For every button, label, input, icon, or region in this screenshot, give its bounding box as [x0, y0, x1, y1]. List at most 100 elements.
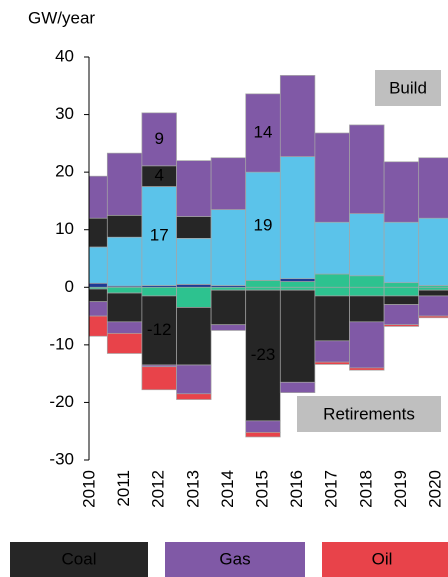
- bars: [89, 75, 448, 438]
- annotation: Retirements: [323, 404, 415, 423]
- bar-segment: [279, 278, 316, 282]
- bar-segment: [383, 295, 420, 305]
- bar-segment: [314, 295, 350, 342]
- bar-segment: [210, 157, 247, 210]
- bar-segment: [279, 75, 316, 157]
- bar-segment: [89, 175, 108, 219]
- bar-segment: [176, 286, 212, 308]
- bar-segment: [418, 217, 448, 286]
- y-tick-label: -10: [49, 334, 74, 353]
- bar-segment: [245, 280, 281, 288]
- x-tick-label: 2017: [322, 470, 341, 508]
- bar-segment: [141, 186, 177, 286]
- bar-segment: [89, 217, 108, 248]
- bar-segment: [349, 213, 385, 277]
- legend-swatch: [10, 542, 148, 577]
- bar-segment: [383, 304, 420, 326]
- value-label: 19: [254, 216, 273, 235]
- bar-segment: [314, 361, 350, 365]
- y-tick-label: 10: [55, 219, 74, 238]
- legend-label: Oil: [372, 549, 393, 568]
- x-tick-label: 2011: [114, 470, 133, 507]
- bar-segment: [279, 286, 316, 291]
- bar-segment: [383, 221, 420, 284]
- bar-segment: [349, 367, 385, 371]
- value-label: 9: [154, 129, 163, 148]
- x-tick-label: 2014: [218, 470, 237, 508]
- bar-segment: [89, 288, 108, 303]
- bar-segment: [176, 364, 212, 395]
- bar-segment: [89, 315, 108, 337]
- bar-segment: [418, 295, 448, 317]
- x-tick-label: 2013: [183, 470, 202, 508]
- bar-segment: [106, 321, 143, 334]
- bar-segment: [279, 289, 316, 383]
- bar-segment: [106, 214, 143, 238]
- bar-segment: [176, 284, 212, 288]
- x-tick-label: 2020: [425, 470, 444, 508]
- bar-segment: [349, 275, 385, 288]
- bar-segment: [106, 236, 143, 287]
- bar-segment: [314, 340, 350, 363]
- bar-segment: [314, 132, 350, 223]
- bar-segment: [210, 289, 247, 326]
- bar-segment: [106, 332, 143, 354]
- bar-segment: [279, 281, 316, 288]
- bar-segment: [349, 124, 385, 214]
- bar-segment: [176, 393, 212, 400]
- bar-segment: [210, 286, 247, 291]
- bar-segment: [245, 93, 281, 173]
- annotation-box: [375, 70, 441, 106]
- value-label: -23: [251, 345, 276, 364]
- bar-segment: [245, 432, 281, 438]
- y-tick-label: -30: [49, 449, 74, 468]
- legend-label: Coal: [62, 549, 97, 568]
- legend-label: Gas: [219, 549, 250, 568]
- bar-segment: [89, 301, 108, 317]
- bar-segment: [314, 273, 350, 288]
- bar-segment: [383, 161, 420, 223]
- bar-segment: [141, 112, 177, 167]
- bar-segment: [279, 156, 316, 280]
- bar-segment: [418, 157, 448, 219]
- x-tick-label: 2010: [79, 470, 98, 508]
- bar-segment: [349, 286, 385, 297]
- bar-segment: [176, 216, 212, 239]
- x-tick-label: 2019: [391, 470, 410, 508]
- annotation: Build: [389, 78, 427, 97]
- bar-segment: [141, 366, 177, 391]
- bar-segment: [106, 292, 143, 323]
- bar-segment: [418, 315, 448, 319]
- y-tick-label: 40: [55, 46, 74, 65]
- bar-segment: [349, 321, 385, 369]
- bar-segment: [141, 295, 177, 366]
- bar-segment: [245, 420, 281, 433]
- bar-segment: [279, 381, 316, 393]
- bar-segment: [383, 286, 420, 297]
- y-tick-label: 0: [65, 277, 74, 296]
- legend-swatch: [165, 542, 305, 577]
- value-label: 14: [254, 122, 273, 141]
- x-tick-label: 2018: [356, 470, 375, 508]
- bar-segment: [106, 152, 143, 216]
- y-tick-label: 20: [55, 162, 74, 181]
- bar-segment: [106, 286, 143, 294]
- bar-segment: [418, 286, 448, 291]
- value-label: 4: [154, 166, 163, 185]
- y-tick-label: -20: [49, 392, 74, 411]
- bar-segment: [383, 282, 420, 288]
- bar-segment: [314, 221, 350, 275]
- bar-segment: [141, 286, 177, 297]
- legend-swatch: [322, 542, 448, 577]
- bar-segment: [383, 324, 420, 327]
- x-tick-label: 2016: [287, 470, 306, 508]
- bar-segment: [176, 307, 212, 366]
- bar-segment: [89, 282, 108, 288]
- x-tick-label: 2012: [149, 470, 168, 508]
- value-label: 17: [150, 226, 169, 245]
- bar-segment: [176, 238, 212, 285]
- bar-segment: [176, 160, 212, 217]
- bar-segment: [89, 246, 108, 284]
- value-label: -12: [147, 320, 172, 339]
- bar-segment: [418, 289, 448, 297]
